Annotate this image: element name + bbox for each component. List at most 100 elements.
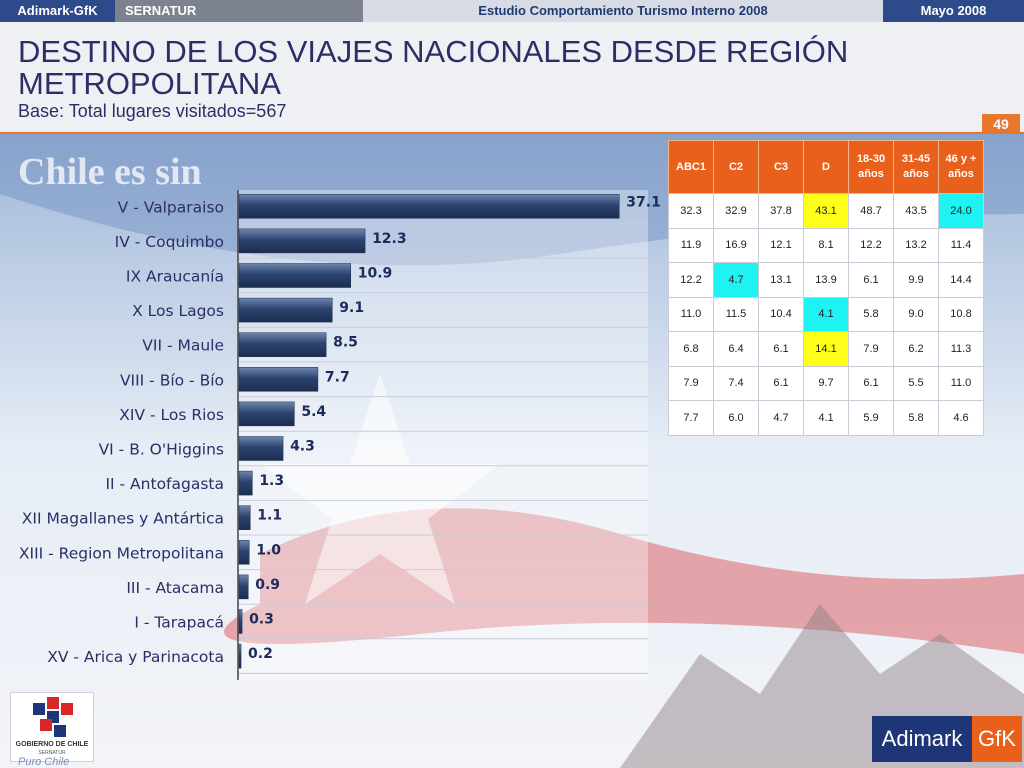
table-cell: 7.4: [713, 365, 759, 401]
adimark-gfk-logo: Adimark GfK: [872, 716, 1022, 762]
table-cell: 9.0: [893, 296, 939, 332]
category-label: VIII - Bío - Bío: [120, 371, 224, 389]
table-cell: 4.6: [938, 400, 984, 436]
data-label: 0.3: [249, 612, 274, 628]
column-header: ABC1: [668, 140, 714, 194]
column-header: D: [803, 140, 849, 194]
table-cell: 10.8: [938, 296, 984, 332]
category-label: IX Araucanía: [126, 268, 224, 286]
table-cell: 32.9: [713, 193, 759, 229]
segment-table: ABC1 C2 C3 D 18-30 años 31-45 años 46 y + años…: [668, 140, 984, 436]
data-label: 8.5: [333, 335, 358, 351]
table-cell: 12.2: [848, 227, 894, 263]
page-number: 49: [982, 114, 1020, 134]
table-cell: 4.7: [758, 400, 804, 436]
table-cell: 13.2: [893, 227, 939, 263]
table-cell: 32.3: [668, 193, 714, 229]
table-cell: 9.9: [893, 262, 939, 298]
bar: [238, 263, 351, 288]
table-cell: 11.0: [668, 296, 714, 332]
table-header-row: ABC1 C2 C3 D 18-30 años 31-45 años 46 y + años: [668, 140, 984, 194]
table-cell: 14.1: [803, 331, 849, 367]
category-label: XIII - Region Metropolitana: [19, 544, 224, 562]
category-label: II - Antofagasta: [105, 475, 224, 493]
adimark-logo-text: Adimark: [872, 716, 972, 762]
bar: [238, 540, 250, 565]
page-subtitle: Base: Total lugares visitados=567: [18, 101, 287, 121]
table-cell: 6.8: [668, 331, 714, 367]
table-cell: 5.8: [848, 296, 894, 332]
data-label: 10.9: [358, 266, 393, 282]
data-label: 5.4: [301, 404, 326, 420]
table-row: 7.7 6.0 4.7 4.1 5.9 5.8 4.6: [668, 400, 984, 436]
destinations-bar-chart: V - Valparaiso 37.1 IV - Coquimbo 12.3 IX Ar…: [19, 190, 660, 680]
data-label: 9.1: [339, 300, 364, 316]
bar: [238, 505, 251, 530]
bar: [238, 574, 249, 600]
table-row: 12.2 4.7 13.1 13.9 6.1 9.9 14.4: [668, 262, 984, 298]
gobierno-text: GOBIERNO DE CHILE: [15, 741, 89, 748]
table-cell: 12.1: [758, 227, 804, 263]
column-header: C2: [713, 140, 759, 194]
table-cell: 8.1: [803, 227, 849, 263]
client-label: SERNATUR: [115, 0, 363, 22]
puro-chile-text: Puro Chile: [18, 756, 70, 768]
table-cell: 4.1: [803, 296, 849, 332]
bar: [238, 228, 366, 254]
table-cell: 13.9: [803, 262, 849, 298]
table-cell: 24.0: [938, 193, 984, 229]
table-cell: 5.9: [848, 400, 894, 436]
category-label: VII - Maule: [142, 337, 224, 355]
table-cell: 7.9: [668, 365, 714, 401]
category-label: V - Valparaiso: [118, 198, 224, 216]
table-cell: 10.4: [758, 296, 804, 332]
table-cell: 6.1: [758, 331, 804, 367]
table-cell: 48.7: [848, 193, 894, 229]
table-cell: 16.9: [713, 227, 759, 263]
table-cell: 4.7: [713, 262, 759, 298]
category-label: XIV - Los Rios: [119, 406, 224, 424]
table-cell: 12.2: [668, 262, 714, 298]
bar: [238, 401, 295, 427]
table-body: 32.3 32.9 37.8 43.1 48.7 43.5 24.0 11.9 16.9 12.1…: [668, 193, 984, 436]
table-row: 32.3 32.9 37.8 43.1 48.7 43.5 24.0: [668, 193, 984, 229]
table-cell: 11.0: [938, 365, 984, 401]
data-label: 0.2: [248, 646, 273, 662]
table-cell: 43.5: [893, 193, 939, 229]
data-label: 1.0: [256, 542, 281, 558]
study-title: Estudio Comportamiento Turismo Interno 2…: [363, 0, 883, 22]
table-cell: 6.1: [848, 262, 894, 298]
bar: [238, 609, 243, 634]
data-label: 0.9: [255, 577, 280, 593]
data-label: 4.3: [290, 439, 315, 455]
data-label: 1.1: [257, 508, 282, 524]
table-cell: 6.1: [758, 365, 804, 401]
category-label: X Los Lagos: [132, 302, 224, 320]
table-cell: 11.4: [938, 227, 984, 263]
table-cell: 7.9: [848, 331, 894, 367]
column-header: 18-30 años: [848, 140, 894, 194]
table-cell: 37.8: [758, 193, 804, 229]
gfk-logo-text: GfK: [972, 716, 1022, 762]
bar: [238, 332, 327, 357]
title-divider: [0, 132, 1024, 134]
table-cell: 9.7: [803, 365, 849, 401]
brand-label: Adimark-GfK: [0, 0, 115, 22]
column-header: C3: [758, 140, 804, 194]
category-label: IV - Coquimbo: [115, 233, 224, 251]
page-title: DESTINO DE LOS VIAJES NACIONALES DESDE R…: [18, 34, 849, 101]
data-label: 1.3: [259, 473, 284, 489]
gobierno-de-chile-logo: GOBIERNO DE CHILE SERNATUR: [10, 692, 94, 762]
background-watermark-text: Chile es sin: [18, 151, 202, 193]
column-header: 46 y + años: [938, 140, 984, 194]
table-cell: 4.1: [803, 400, 849, 436]
data-label: 12.3: [372, 231, 407, 247]
table-cell: 43.1: [803, 193, 849, 229]
bar: [238, 643, 242, 669]
table-cell: 6.0: [713, 400, 759, 436]
category-label: XII Magallanes y Antártica: [22, 510, 224, 528]
category-label: III - Atacama: [126, 579, 224, 597]
gobierno-emblem-icon: [33, 697, 73, 737]
date-label: Mayo 2008: [883, 0, 1024, 22]
bar: [238, 297, 333, 323]
